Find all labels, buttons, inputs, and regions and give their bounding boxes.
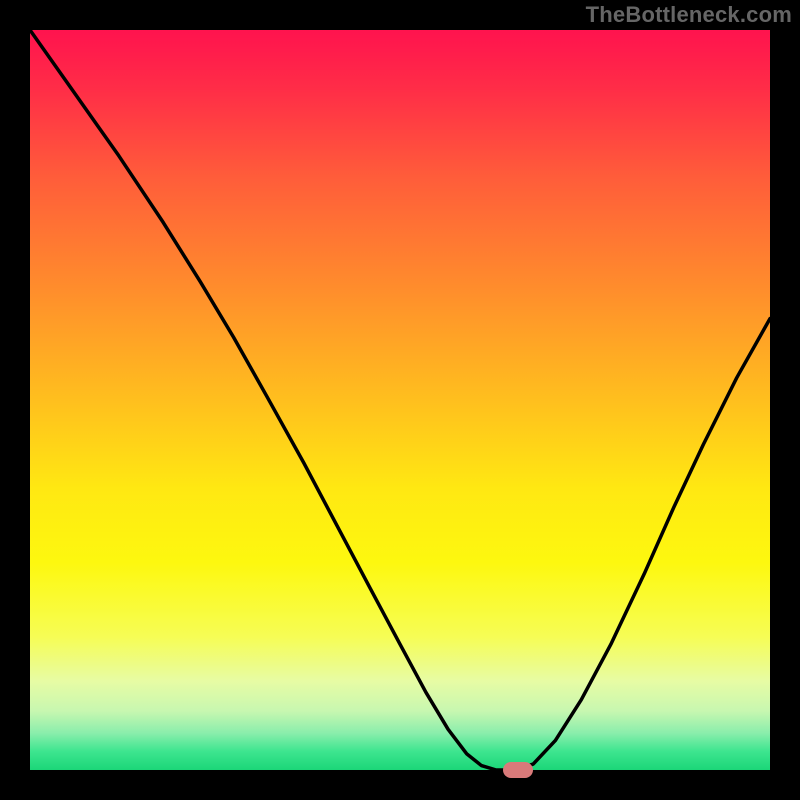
watermark-text: TheBottleneck.com: [586, 2, 792, 28]
bottleneck-marker: [503, 762, 533, 778]
gradient-chart-svg: [0, 0, 800, 800]
chart-root: TheBottleneck.com: [0, 0, 800, 800]
